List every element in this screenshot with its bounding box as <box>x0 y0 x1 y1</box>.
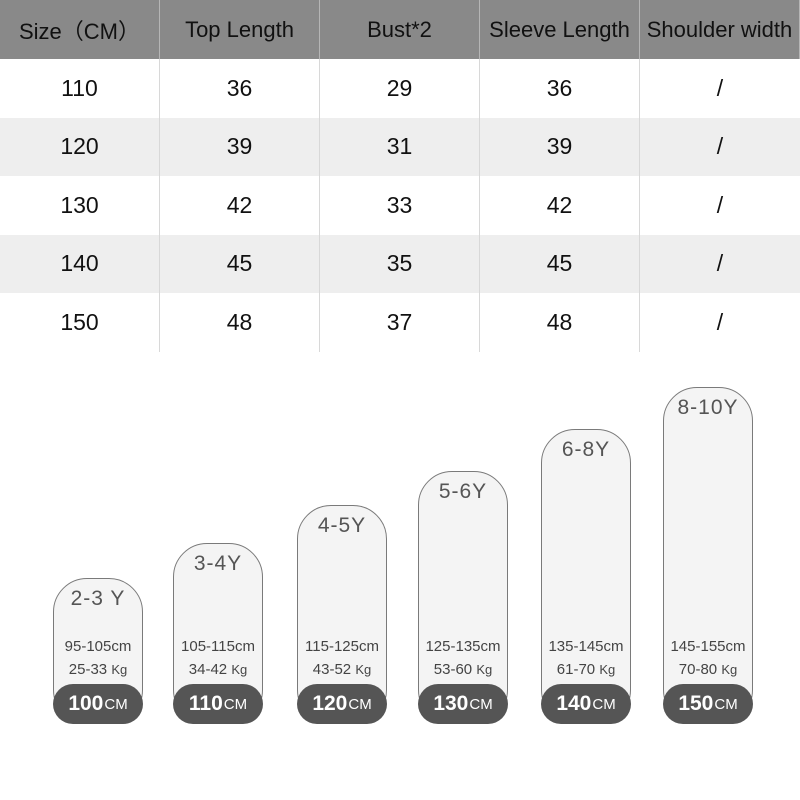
age-label: 4-5Y <box>317 514 367 537</box>
header-shoulder-width: Shoulder width <box>640 0 800 59</box>
height-range: 115-125cm <box>305 638 379 655</box>
size-unit: CM <box>348 695 372 713</box>
table-row: 120 39 31 39 / <box>0 117 800 176</box>
weight-range: 34-42 Kg <box>164 661 272 678</box>
size-pill: 150 CM <box>663 684 753 724</box>
age-label: 2-3 Y <box>70 587 126 610</box>
cell-shoulder-width: / <box>716 74 724 101</box>
size-capsule: 3-4Y 105-115cm 34-42 Kg 110 CM <box>173 543 263 724</box>
size-value: 100 <box>68 692 104 715</box>
table-row: 150 48 37 48 / <box>0 293 800 352</box>
cell-bust: 29 <box>320 59 480 118</box>
table-row: 140 45 35 45 / <box>0 234 800 293</box>
weight-value: 25-33 <box>68 661 108 678</box>
weight-unit: Kg <box>231 662 248 677</box>
cell-sleeve-length: 36 <box>480 59 640 118</box>
weight-range: 53-60 Kg <box>409 661 517 678</box>
size-pill: 100 CM <box>53 684 143 724</box>
cell-size: 150 <box>0 293 160 352</box>
cell-shoulder-width: / <box>716 191 724 218</box>
cell-size: 130 <box>0 176 160 235</box>
cell-sleeve-length: 45 <box>480 234 640 293</box>
cell-top-length: 39 <box>160 117 320 176</box>
size-value: 120 <box>312 692 348 715</box>
age-label: 3-4Y <box>193 552 243 575</box>
weight-unit: Kg <box>111 662 128 677</box>
age-label: 6-8Y <box>561 438 611 461</box>
size-capsule: 8-10Y 145-155cm 70-80 Kg 150 CM <box>663 387 753 724</box>
size-pill: 110 CM <box>173 684 263 724</box>
cell-size: 120 <box>0 117 160 176</box>
size-value: 140 <box>556 692 592 715</box>
size-pill: 120 CM <box>297 684 387 724</box>
age-label: 8-10Y <box>677 396 739 419</box>
header-bust: Bust*2 <box>320 0 480 59</box>
table-header-row: Size（CM） Top Length Bust*2 Sleeve Length… <box>0 0 800 59</box>
weight-range: 70-80 Kg <box>654 661 762 678</box>
cell-size: 140 <box>0 234 160 293</box>
size-unit: CM <box>469 695 493 713</box>
size-guide: 2-3 Y 95-105cm 25-33 Kg 100 CM 3-4Y 105-1… <box>0 353 800 800</box>
height-range: 125-135cm <box>425 638 501 655</box>
size-value: 110 <box>188 692 223 715</box>
size-unit: CM <box>714 695 738 713</box>
table-row: 130 42 33 42 / <box>0 176 800 235</box>
cell-shoulder-width: / <box>716 250 724 277</box>
header-top-length: Top Length <box>160 0 320 59</box>
cell-sleeve-length: 48 <box>480 293 640 352</box>
weight-range: 43-52 Kg <box>288 661 396 678</box>
cell-top-length: 45 <box>160 234 320 293</box>
size-unit: CM <box>592 695 616 713</box>
cell-shoulder-width: / <box>716 308 724 335</box>
size-capsule: 5-6Y 125-135cm 53-60 Kg 130 CM <box>418 471 508 724</box>
weight-unit: Kg <box>355 662 372 677</box>
header-sleeve-length: Sleeve Length <box>480 0 640 59</box>
cell-sleeve-length: 39 <box>480 117 640 176</box>
size-unit: CM <box>104 695 128 713</box>
size-value: 150 <box>678 692 714 715</box>
cell-top-length: 42 <box>160 176 320 235</box>
height-range: 95-105cm <box>64 638 132 655</box>
weight-value: 53-60 <box>433 661 473 678</box>
weight-unit: Kg <box>476 662 493 677</box>
table-row: 110 36 29 36 / <box>0 59 800 118</box>
height-range: 135-145cm <box>548 638 624 655</box>
size-table: Size（CM） Top Length Bust*2 Sleeve Length… <box>0 0 800 353</box>
cell-shoulder-width: / <box>716 133 724 160</box>
weight-value: 34-42 <box>188 661 228 678</box>
weight-value: 43-52 <box>312 661 352 678</box>
cell-sleeve-length: 42 <box>480 176 640 235</box>
size-capsule: 6-8Y 135-145cm 61-70 Kg 140 CM <box>541 429 631 724</box>
cell-bust: 37 <box>320 293 480 352</box>
cell-size: 110 <box>0 59 160 118</box>
weight-range: 25-33 Kg <box>44 661 152 678</box>
size-capsule: 4-5Y 115-125cm 43-52 Kg 120 CM <box>297 505 387 724</box>
weight-unit: Kg <box>721 662 738 677</box>
cell-bust: 35 <box>320 234 480 293</box>
cell-top-length: 36 <box>160 59 320 118</box>
cell-top-length: 48 <box>160 293 320 352</box>
header-size: Size（CM） <box>0 0 160 59</box>
weight-value: 61-70 <box>556 661 596 678</box>
weight-range: 61-70 Kg <box>532 661 640 678</box>
size-value: 130 <box>433 692 469 715</box>
size-unit: CM <box>223 695 248 713</box>
size-pill: 140 CM <box>541 684 631 724</box>
weight-value: 70-80 <box>678 661 718 678</box>
size-pill: 130 CM <box>418 684 508 724</box>
age-label: 5-6Y <box>438 480 488 503</box>
height-range: 145-155cm <box>670 638 746 655</box>
cell-bust: 31 <box>320 117 480 176</box>
cell-bust: 33 <box>320 176 480 235</box>
size-capsule: 2-3 Y 95-105cm 25-33 Kg 100 CM <box>53 578 143 724</box>
height-range: 105-115cm <box>181 638 255 655</box>
weight-unit: Kg <box>599 662 616 677</box>
